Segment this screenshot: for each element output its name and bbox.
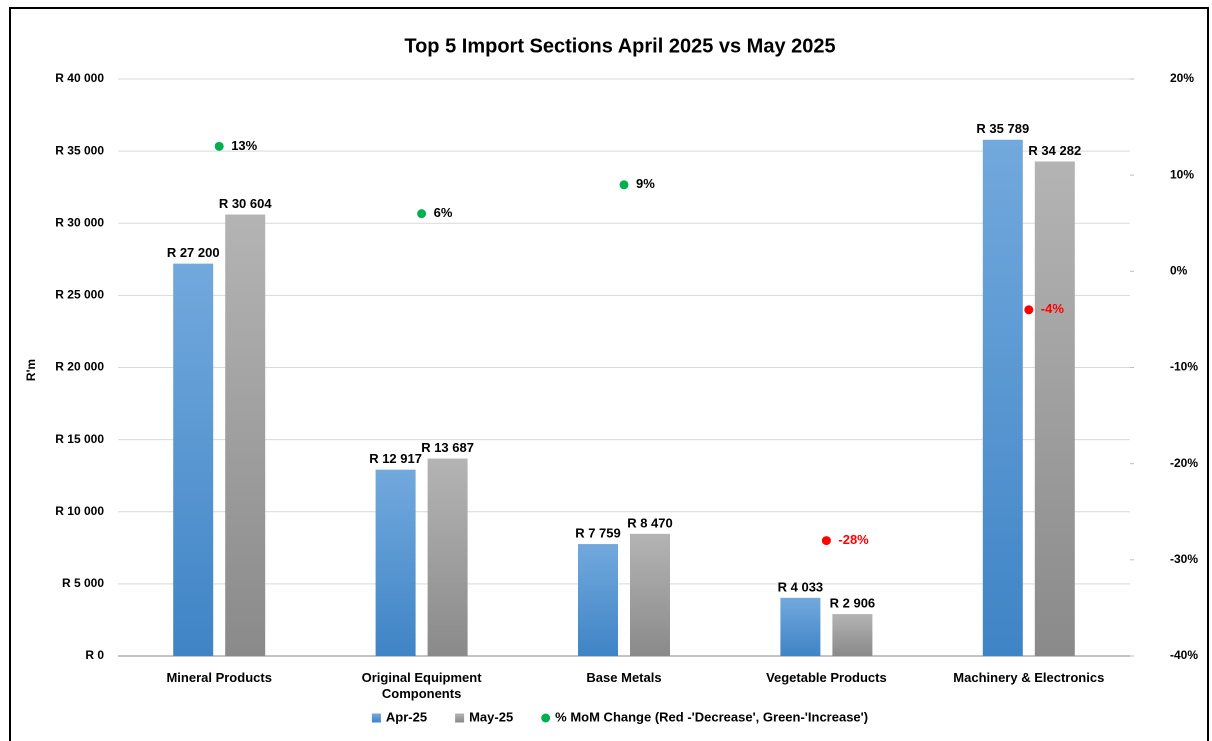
data-label: R 30 604 xyxy=(219,196,273,211)
y2-tick-label: -30% xyxy=(1170,552,1198,566)
bar xyxy=(578,544,618,656)
bar xyxy=(427,458,468,656)
x-tick-label: Base Metals xyxy=(586,670,662,685)
y2-tick-label: 10% xyxy=(1170,167,1194,181)
data-label: R 4 033 xyxy=(778,579,824,594)
data-label: R 8 470 xyxy=(627,515,673,530)
x-tick-label: Machinery & Electronics xyxy=(953,670,1105,685)
y-tick-label: R 0 xyxy=(85,648,104,662)
y-tick-label: R 35 000 xyxy=(55,143,104,157)
bar xyxy=(982,139,1023,657)
data-label: R 34 282 xyxy=(1028,143,1081,158)
data-label: R 12 917 xyxy=(369,451,422,466)
y-tick-label: R 15 000 xyxy=(55,432,104,446)
y2-tick-label: -20% xyxy=(1170,456,1198,470)
y-tick-label: R 40 000 xyxy=(55,71,104,85)
chart-border xyxy=(9,7,1209,741)
y-axis-title: R'm xyxy=(24,359,38,381)
data-label: 9% xyxy=(636,176,655,191)
y-tick-label: R 25 000 xyxy=(55,288,104,302)
y-tick-label: R 10 000 xyxy=(55,504,104,518)
point xyxy=(619,180,629,190)
y2-tick-label: 0% xyxy=(1170,264,1188,278)
x-tick-label: Original Equipment Components xyxy=(361,670,482,701)
data-label: 6% xyxy=(434,205,453,220)
bar xyxy=(630,533,670,656)
data-label: -28% xyxy=(838,532,869,547)
point xyxy=(821,536,831,546)
legend-swatch xyxy=(455,713,465,723)
data-label: R 2 906 xyxy=(830,596,876,611)
bar xyxy=(173,263,214,656)
legend-swatch xyxy=(541,713,551,723)
bar xyxy=(832,614,873,656)
point xyxy=(417,209,427,219)
data-label: R 27 200 xyxy=(167,245,220,260)
data-label: R 35 789 xyxy=(976,121,1029,136)
point xyxy=(1024,305,1034,315)
bar xyxy=(780,597,821,656)
x-tick-label: Mineral Products xyxy=(166,670,272,685)
chart-title: Top 5 Import Sections April 2025 vs May … xyxy=(404,35,835,57)
legend-swatch xyxy=(371,713,381,723)
y2-tick-label: -10% xyxy=(1170,360,1198,374)
data-label: R 13 687 xyxy=(421,440,474,455)
x-tick-label: Vegetable Products xyxy=(766,670,887,685)
point xyxy=(214,141,224,151)
legend-label: % MoM Change (Red -'Decrease', Green-'In… xyxy=(555,709,868,724)
y-tick-label: R 30 000 xyxy=(55,215,104,229)
bar xyxy=(225,214,266,656)
bar xyxy=(375,469,416,656)
bar xyxy=(1034,161,1075,656)
legend-label: May-25 xyxy=(469,709,513,724)
data-label: R 7 759 xyxy=(575,526,621,541)
y2-tick-label: -40% xyxy=(1170,648,1198,662)
data-label: -4% xyxy=(1041,301,1065,316)
legend-label: Apr-25 xyxy=(386,709,427,724)
data-label: 13% xyxy=(231,138,257,153)
y-tick-label: R 20 000 xyxy=(55,360,104,374)
y-tick-label: R 5 000 xyxy=(62,576,104,590)
y2-tick-label: 20% xyxy=(1170,71,1194,85)
